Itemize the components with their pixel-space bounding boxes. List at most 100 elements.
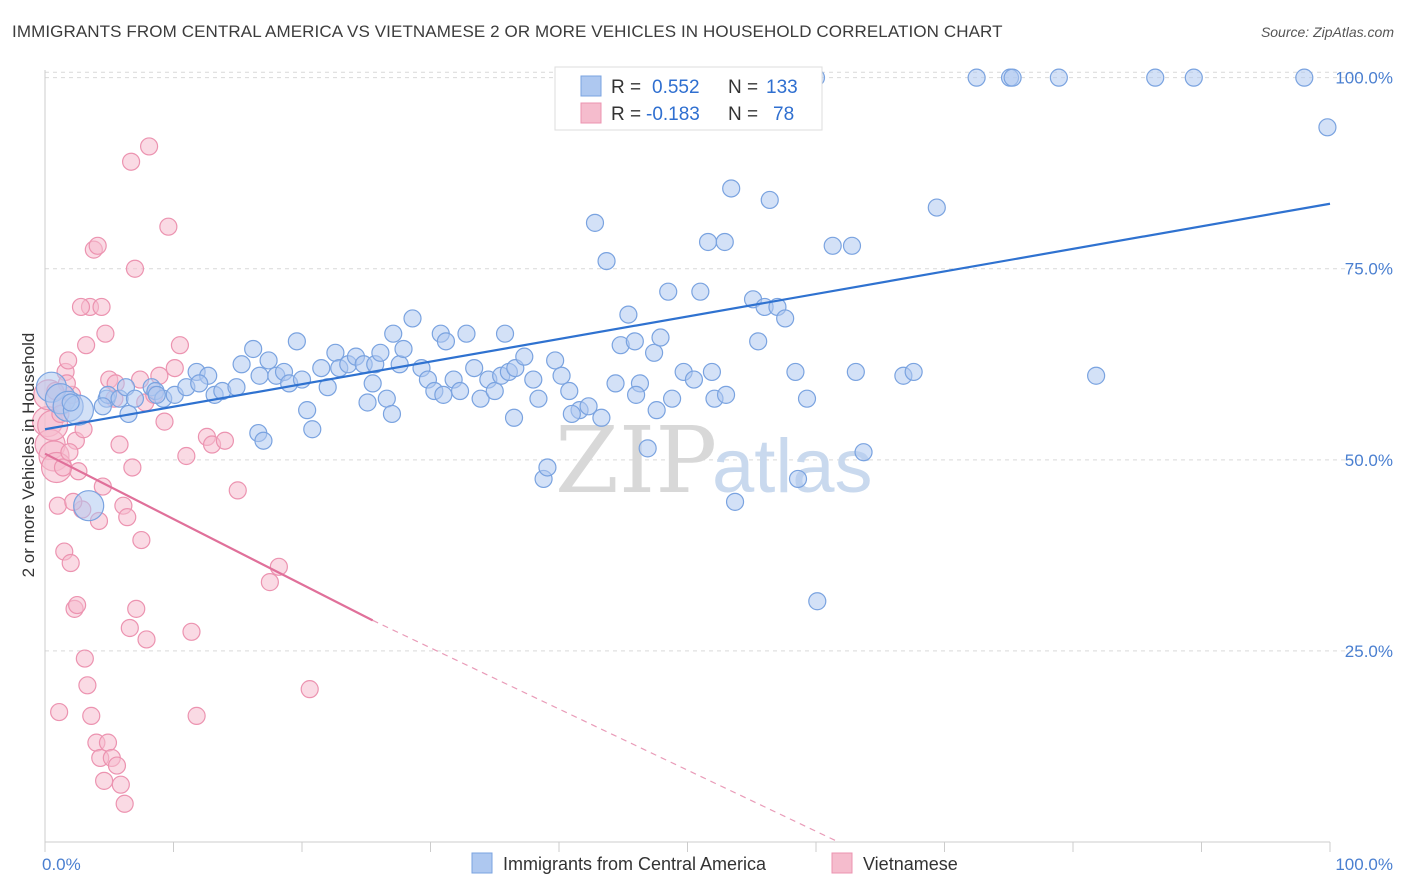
central-america-point xyxy=(371,343,390,362)
central-america-point xyxy=(808,592,827,611)
central-america-point xyxy=(662,389,682,408)
vietnamese-point xyxy=(260,573,279,592)
legend-bottom-blue-label: Immigrants from Central America xyxy=(503,854,767,874)
central-america-point xyxy=(485,381,504,401)
central-america-point xyxy=(786,362,805,382)
central-america-point xyxy=(597,251,616,271)
central-america-point xyxy=(515,347,534,366)
central-america-point xyxy=(363,374,382,393)
vietnamese-point xyxy=(107,756,127,775)
legend-pink-r-label: R = xyxy=(611,104,641,125)
central-america-point xyxy=(606,374,625,393)
vietnamese-trend-line xyxy=(44,452,374,622)
source-label: Source: ZipAtlas.com xyxy=(1260,24,1394,40)
x-tick-label-100: 100.0% xyxy=(1335,855,1393,874)
legend-blue-swatch xyxy=(580,75,602,97)
vietnamese-point xyxy=(82,706,101,725)
central-america-point xyxy=(190,374,209,393)
central-america-point xyxy=(524,370,543,389)
central-america-point xyxy=(749,332,768,351)
vietnamese-point xyxy=(60,443,79,462)
legend-pink-n-value: 78 xyxy=(773,104,794,125)
central-america-point xyxy=(394,339,413,359)
legend-bottom-blue-swatch xyxy=(471,852,493,874)
central-america-point xyxy=(232,355,251,374)
central-america-point xyxy=(312,358,331,378)
legend-blue-r-value: 0.552 xyxy=(652,77,700,98)
central-america-point xyxy=(1003,68,1022,87)
central-america-point xyxy=(1087,366,1106,385)
y-tick-labels: 25.0% 50.0% 75.0% 100.0% xyxy=(1335,69,1393,661)
central-america-point xyxy=(250,366,269,385)
vietnamese-point xyxy=(111,775,130,794)
central-america-point xyxy=(495,324,515,343)
trend-lines xyxy=(44,202,1331,843)
central-america-point xyxy=(227,378,246,397)
central-america-point xyxy=(259,351,278,370)
watermark-zip: ZIP xyxy=(555,407,717,514)
central-america-point xyxy=(560,381,579,401)
vietnamese-point xyxy=(121,152,141,171)
central-america-point xyxy=(504,408,524,427)
legend-blue-r-label: R = xyxy=(611,77,641,98)
central-america-point xyxy=(1049,68,1068,87)
central-america-point xyxy=(716,385,736,404)
y-tick-label-100: 100.0% xyxy=(1335,69,1393,88)
legend-pink-n-label: N = xyxy=(728,104,758,125)
vietnamese-point xyxy=(139,137,159,156)
central-america-point xyxy=(125,389,145,408)
central-america-point xyxy=(382,404,402,424)
central-america-point xyxy=(619,305,638,324)
vietnamese-point xyxy=(137,630,156,649)
legend-bottom: Immigrants from Central America Vietname… xyxy=(471,852,958,874)
central-america-point xyxy=(436,332,456,351)
central-america-point xyxy=(403,309,422,328)
central-america-point xyxy=(1295,68,1314,87)
vietnamese-trend-extrapolation xyxy=(372,619,839,843)
central-america-point xyxy=(552,366,571,385)
vietnamese-point xyxy=(300,680,319,699)
central-america-point xyxy=(434,385,453,404)
central-america-point xyxy=(287,332,306,351)
vietnamese-point xyxy=(59,351,78,370)
central-america-point xyxy=(846,362,865,382)
central-america-trend-line xyxy=(44,202,1331,431)
vietnamese-point xyxy=(50,702,69,722)
y-tick-label-75: 75.0% xyxy=(1345,260,1393,279)
vietnamese-point xyxy=(165,358,184,378)
central-america-point xyxy=(797,389,817,408)
central-america-point xyxy=(626,385,646,404)
vietnamese-point xyxy=(68,595,87,615)
central-america-point xyxy=(684,370,704,389)
x-tick-labels: 0.0% 100.0% xyxy=(42,855,1393,874)
vietnamese-points xyxy=(31,137,319,813)
vietnamese-point xyxy=(159,217,178,236)
central-america-point xyxy=(691,282,710,301)
central-america-points xyxy=(35,68,1337,611)
central-america-point xyxy=(465,358,484,378)
x-tick-label-0: 0.0% xyxy=(42,855,81,874)
vietnamese-point xyxy=(182,622,201,641)
vietnamese-point xyxy=(61,553,80,573)
central-america-point xyxy=(698,232,718,252)
legend-blue-n-label: N = xyxy=(728,77,758,98)
central-america-point xyxy=(377,389,396,408)
vietnamese-point xyxy=(132,530,151,550)
vietnamese-point xyxy=(228,481,247,500)
vietnamese-point xyxy=(118,508,137,527)
central-america-point xyxy=(776,309,795,328)
central-america-point xyxy=(651,328,670,347)
vietnamese-point xyxy=(95,771,114,790)
vietnamese-point xyxy=(77,336,96,355)
central-america-point xyxy=(384,324,403,343)
vietnamese-point xyxy=(120,618,139,638)
legend-bottom-pink-swatch xyxy=(831,852,853,874)
vietnamese-point xyxy=(53,458,73,477)
central-america-point xyxy=(562,404,581,424)
vietnamese-point xyxy=(88,236,107,255)
legend-bottom-pink-label: Vietnamese xyxy=(863,854,958,874)
vietnamese-point xyxy=(75,649,94,668)
central-america-point xyxy=(659,282,678,301)
central-america-point xyxy=(529,389,548,408)
